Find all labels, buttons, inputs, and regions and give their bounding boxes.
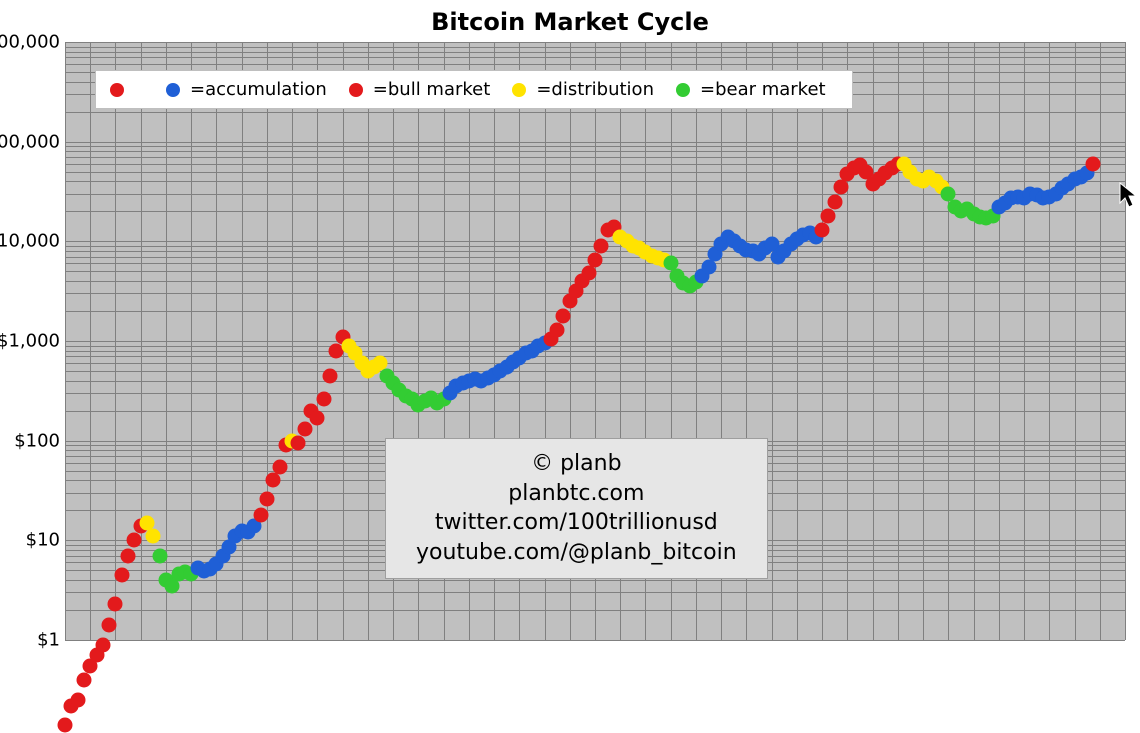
- data-point: [701, 260, 716, 275]
- grid-line-horizontal: [65, 57, 1125, 58]
- data-point: [1086, 156, 1101, 171]
- grid-line-horizontal: [65, 112, 1125, 113]
- grid-line-horizontal: [65, 52, 1125, 53]
- legend-label: =bear market: [700, 79, 826, 100]
- grid-line-horizontal: [65, 281, 1125, 282]
- attribution-box: © planbplanbtc.comtwitter.com/100trillio…: [385, 438, 768, 579]
- grid-line-horizontal: [65, 42, 1125, 43]
- grid-line-horizontal: [65, 164, 1125, 165]
- data-point: [58, 718, 73, 733]
- grid-line-horizontal: [65, 640, 1125, 641]
- data-point: [297, 422, 312, 437]
- data-point: [316, 392, 331, 407]
- data-point: [821, 208, 836, 223]
- grid-line-horizontal: [65, 194, 1125, 195]
- grid-line-horizontal: [65, 411, 1125, 412]
- legend-swatch: [676, 83, 690, 97]
- data-point: [834, 180, 849, 195]
- legend-swatch: [166, 83, 180, 97]
- y-tick-label: 00,000: [0, 32, 60, 53]
- grid-line-horizontal: [65, 151, 1125, 152]
- grid-line-horizontal: [65, 293, 1125, 294]
- data-point: [266, 473, 281, 488]
- grid-line-vertical: [1125, 42, 1126, 640]
- data-point: [102, 618, 117, 633]
- attribution-line: twitter.com/100trillionusd: [416, 508, 737, 538]
- data-point: [323, 368, 338, 383]
- data-point: [76, 672, 91, 687]
- attribution-line: planbtc.com: [416, 479, 737, 509]
- grid-line-horizontal: [65, 610, 1125, 611]
- grid-line-horizontal: [65, 157, 1125, 158]
- data-point: [108, 596, 123, 611]
- data-point: [121, 548, 136, 563]
- data-point: [556, 308, 571, 323]
- grid-line-horizontal: [65, 346, 1125, 347]
- legend: =accumulation =bull market =distribution =b…: [95, 70, 853, 109]
- grid-line-horizontal: [65, 181, 1125, 182]
- legend-swatch: [110, 83, 124, 97]
- grid-line-horizontal: [65, 363, 1125, 364]
- grid-line-horizontal: [65, 351, 1125, 352]
- legend-label: =distribution: [536, 79, 654, 100]
- data-point: [70, 693, 85, 708]
- grid-line-horizontal: [65, 381, 1125, 382]
- attribution-line: © planb: [416, 449, 737, 479]
- grid-line-horizontal: [65, 172, 1125, 173]
- grid-line-horizontal: [65, 341, 1125, 342]
- grid-line-horizontal: [65, 592, 1125, 593]
- data-point: [815, 222, 830, 237]
- grid-line-horizontal: [65, 47, 1125, 48]
- grid-line-horizontal: [65, 371, 1125, 372]
- data-point: [152, 548, 167, 563]
- y-tick-label: $1: [37, 630, 60, 651]
- grid-line-horizontal: [65, 393, 1125, 394]
- grid-line-horizontal: [65, 142, 1125, 143]
- y-tick-label: 00,000: [0, 131, 60, 152]
- data-point: [259, 491, 274, 506]
- data-point: [114, 567, 129, 582]
- data-point: [127, 533, 142, 548]
- legend-swatch: [512, 83, 526, 97]
- cursor-icon: [1119, 182, 1140, 210]
- data-point: [95, 637, 110, 652]
- y-tick-label: $100: [14, 430, 60, 451]
- data-point: [310, 410, 325, 425]
- grid-line-horizontal: [65, 580, 1125, 581]
- data-point: [550, 322, 565, 337]
- grid-line-horizontal: [65, 356, 1125, 357]
- legend-label: =bull market: [373, 79, 491, 100]
- grid-line-horizontal: [65, 64, 1125, 65]
- data-point: [253, 507, 268, 522]
- y-tick-label: $10: [26, 530, 60, 551]
- y-tick-label: $10,000: [0, 231, 60, 252]
- grid-line-horizontal: [65, 311, 1125, 312]
- data-point: [291, 435, 306, 450]
- data-point: [272, 459, 287, 474]
- y-tick-label: $1,000: [0, 331, 60, 352]
- attribution-line: youtube.com/@planb_bitcoin: [416, 538, 737, 568]
- data-point: [594, 238, 609, 253]
- grid-line-horizontal: [65, 146, 1125, 147]
- data-point: [827, 194, 842, 209]
- legend-swatch: [349, 83, 363, 97]
- legend-label: =accumulation: [190, 79, 327, 100]
- chart-title: Bitcoin Market Cycle: [0, 8, 1140, 36]
- data-point: [581, 266, 596, 281]
- data-point: [588, 252, 603, 267]
- data-point: [146, 529, 161, 544]
